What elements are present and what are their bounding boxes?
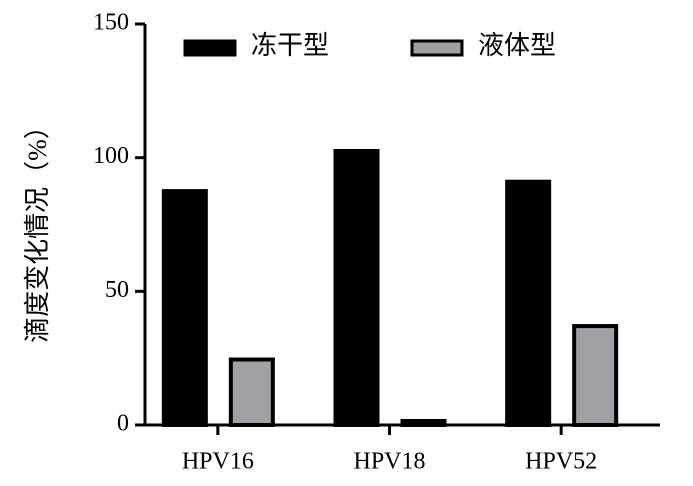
bar [400, 418, 447, 427]
y-tick-label: 0 [117, 411, 129, 437]
y-tick-label: 150 [93, 10, 129, 36]
y-axis-label: 滴度变化情况（%） [23, 113, 52, 343]
bar [228, 357, 275, 427]
bar [161, 189, 208, 427]
x-tick-label: HPV18 [353, 449, 425, 475]
legend-label: 液体型 [478, 31, 556, 60]
legend-swatch [410, 39, 464, 57]
bar [333, 148, 380, 427]
legend-label: 冻干型 [251, 31, 329, 60]
bar [505, 179, 552, 427]
x-tick-label: HPV16 [182, 449, 254, 475]
legend-swatch [183, 39, 237, 57]
y-tick-label: 100 [93, 143, 129, 169]
y-tick-label: 50 [105, 277, 129, 303]
x-tick-label: HPV52 [525, 449, 597, 475]
bar [572, 324, 619, 427]
